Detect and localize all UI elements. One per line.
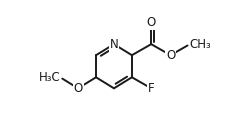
Text: O: O (146, 16, 156, 29)
Text: N: N (110, 38, 118, 51)
Text: O: O (74, 82, 83, 95)
Text: F: F (148, 82, 154, 95)
Text: O: O (166, 49, 175, 62)
Text: CH₃: CH₃ (190, 38, 212, 51)
Text: H₃C: H₃C (38, 71, 60, 84)
